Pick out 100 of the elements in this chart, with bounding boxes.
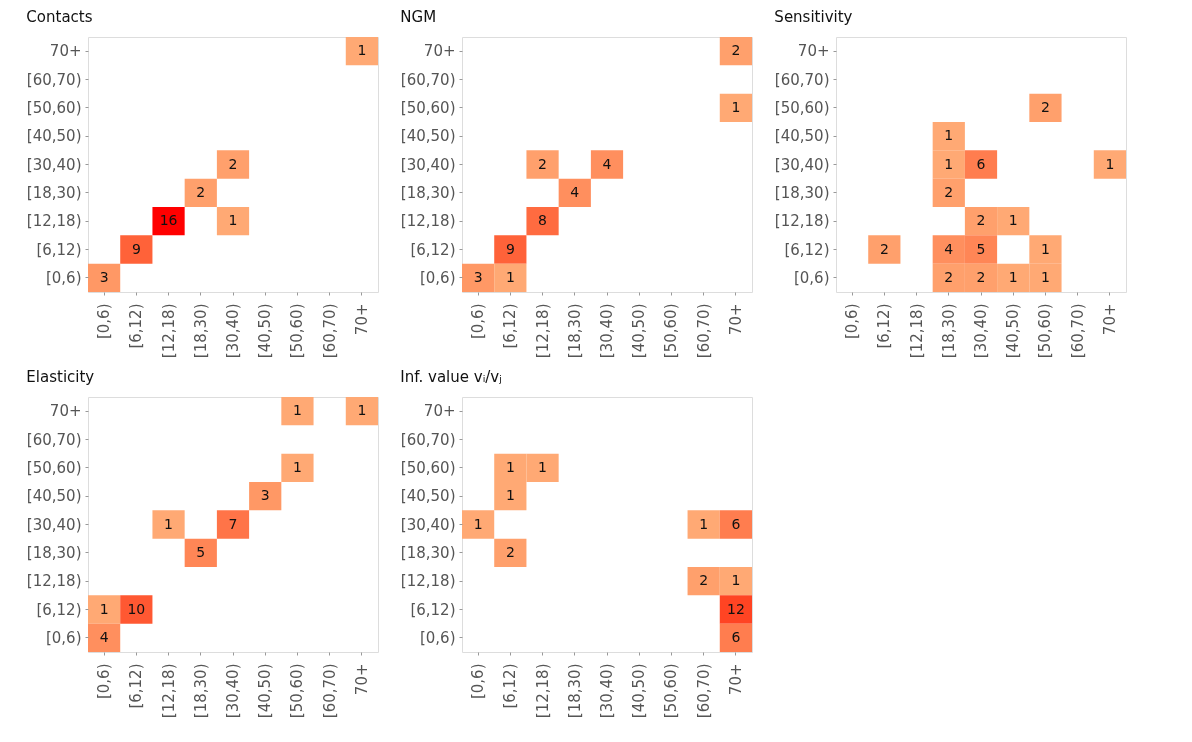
data-label: 1 [699,515,709,532]
x-tick-label: [50,60) [288,303,307,359]
y-tick-label: [0,6) [419,268,456,287]
data-label: 1 [164,515,174,532]
data-label: 2 [879,240,889,257]
x-tick-label: [60,70) [694,663,713,719]
y-tick-label: [40,50) [774,127,830,146]
data-label: 2 [944,183,954,200]
data-label: 4 [570,183,580,200]
x-tick-label: [50,60) [1036,303,1055,359]
y-tick-label: [60,70) [400,70,456,89]
data-label: 2 [731,42,741,59]
y-tick-label: 70+ [49,42,82,61]
data-label: 2 [976,268,986,285]
x-tick-label: 70+ [726,303,745,336]
x-tick-label: [0,6) [843,303,862,340]
data-label: 1 [99,600,109,617]
data-label: 3 [99,268,109,285]
y-tick-label: 70+ [423,42,456,61]
y-tick-label: [60,70) [774,70,830,89]
data-label: 1 [1008,212,1018,229]
y-tick-label: [30,40) [26,515,82,534]
chart-title: Inf. value vᵢ/vⱼ [400,368,502,386]
chart-title: Elasticity [26,368,95,386]
x-tick-label: [18,30) [939,303,958,359]
data-label: 16 [159,212,178,229]
y-tick-label: 70+ [423,402,456,421]
y-tick-label: [6,12) [410,600,456,619]
x-tick-label: [12,18) [907,303,926,359]
y-tick-label: [30,40) [26,155,82,174]
data-label: 5 [976,240,986,257]
y-tick-label: [18,30) [26,183,82,202]
x-tick-label: [6,12) [501,663,520,709]
y-tick-label: [0,6) [45,628,82,647]
data-label: 3 [260,487,270,504]
y-tick-label: [0,6) [419,628,456,647]
data-label: 9 [505,240,515,257]
y-tick-label: [6,12) [36,600,82,619]
x-tick-label: 70+ [726,663,745,696]
x-tick-label: [60,70) [694,303,713,359]
data-label: 9 [131,240,141,257]
y-tick-label: [12,18) [26,572,82,591]
y-tick-label: [60,70) [26,430,82,449]
data-label: 1 [228,212,238,229]
x-tick-label: [18,30) [191,303,210,359]
y-tick-label: [30,40) [400,155,456,174]
data-label: 2 [538,155,548,172]
y-tick-label: [12,18) [400,572,456,591]
data-label: 6 [731,628,741,645]
y-tick-label: [30,40) [400,515,456,534]
x-tick-label: [30,40) [224,663,242,719]
data-label: 2 [944,268,954,285]
data-label: 1 [1105,155,1115,172]
data-label: 2 [196,183,206,200]
x-tick-label: 70+ [352,303,371,336]
x-tick-label: [18,30) [565,303,584,359]
y-tick-label: 70+ [797,42,830,61]
x-tick-label: [12,18) [159,303,178,359]
chart-title: NGM [400,8,437,26]
y-tick-label: [12,18) [774,212,830,231]
data-label: 1 [944,127,954,144]
y-tick-label: [40,50) [400,127,456,146]
y-tick-label: [60,70) [400,430,456,449]
data-label: 2 [699,572,709,589]
y-tick-label: [50,60) [400,98,456,117]
x-tick-label: [12,18) [159,663,178,719]
x-tick-label: [30,40) [972,303,990,359]
x-tick-label: [0,6) [469,663,488,700]
y-tick-label: [12,18) [400,212,456,231]
x-tick-label: [40,50) [1004,303,1023,359]
y-tick-label: [60,70) [26,70,82,89]
x-tick-label: [18,30) [565,663,584,719]
data-label: 1 [357,402,367,419]
data-label: 2 [1040,98,1050,115]
y-tick-label: [6,12) [784,240,830,259]
data-label: 6 [976,155,986,172]
data-label: 1 [292,458,302,475]
y-tick-label: [12,18) [26,212,82,231]
data-label: 3 [473,268,483,285]
x-tick-label: [40,50) [630,303,649,359]
data-label: 1 [731,98,741,115]
x-tick-label: [0,6) [469,303,488,340]
x-tick-label: [50,60) [288,663,307,719]
data-label: 6 [731,515,741,532]
data-label: 1 [1008,268,1018,285]
x-tick-label: [50,60) [662,663,681,719]
x-tick-label: [60,70) [320,303,339,359]
chart-title: Sensitivity [774,8,853,26]
x-tick-label: [40,50) [630,663,649,719]
data-label: 7 [228,515,238,532]
data-label: 1 [944,155,954,172]
x-tick-label: [0,6) [95,303,114,340]
y-tick-label: [0,6) [45,268,82,287]
data-label: 2 [505,543,515,560]
y-tick-label: [50,60) [400,458,456,477]
x-tick-label: [60,70) [1068,303,1087,359]
y-tick-label: [40,50) [26,487,82,506]
data-label: 1 [473,515,483,532]
x-tick-label: [30,40) [224,303,242,359]
data-label: 1 [538,458,548,475]
